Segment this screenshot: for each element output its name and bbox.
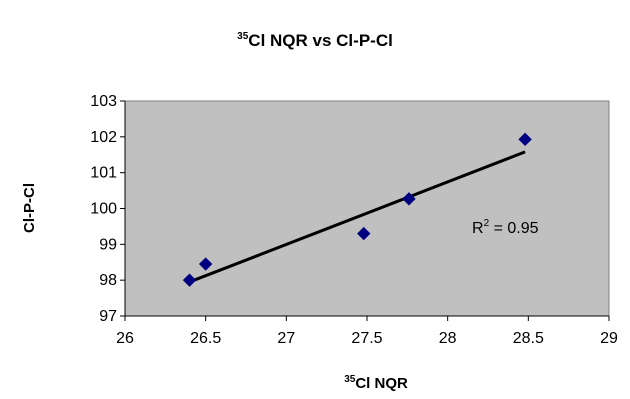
- trendline: [188, 150, 526, 284]
- data-points: [182, 132, 532, 287]
- x-axis-title-text: Cl NQR: [355, 375, 408, 392]
- y-tick-labels: 97 98 99 100 101 102 103: [90, 93, 117, 325]
- r2-annotation: R2 = 0.95: [472, 218, 539, 237]
- y-tick-label: 98: [99, 272, 117, 289]
- axes: [120, 100, 610, 321]
- y-tick-label: 101: [90, 165, 117, 182]
- x-tick-label: 26.5: [190, 330, 221, 347]
- y-tick-label: 97: [99, 308, 117, 325]
- data-point: [402, 192, 416, 206]
- x-axis-title-sup: 35: [344, 374, 356, 385]
- x-tick-label: 28.5: [513, 330, 544, 347]
- x-tick-label: 26: [116, 330, 134, 347]
- y-tick-label: 99: [99, 236, 117, 253]
- x-tick-label: 27.5: [351, 330, 382, 347]
- chart-title: 35Cl NQR vs Cl-P-Cl: [237, 31, 393, 50]
- data-point: [198, 257, 213, 271]
- y-tick-label: 100: [90, 201, 117, 218]
- data-point: [357, 226, 371, 241]
- plot-area: [124, 100, 610, 317]
- r2-sup: 2: [484, 218, 490, 229]
- y-tick-label: 103: [90, 93, 117, 110]
- y-axis-title: Cl-P-Cl: [21, 183, 38, 233]
- x-tick-label: 29: [600, 330, 618, 347]
- r2-value: = 0.95: [489, 220, 538, 237]
- chart-title-text: Cl NQR vs Cl-P-Cl: [248, 31, 393, 50]
- data-point: [518, 132, 532, 147]
- x-tick-label: 27: [277, 330, 295, 347]
- y-tick-label: 102: [90, 129, 117, 146]
- r2-label: R: [472, 220, 484, 237]
- data-point: [182, 273, 197, 287]
- x-tick-labels: 26 26.5 27 27.5 28 28.5 29: [116, 330, 618, 347]
- chart-title-sup: 35: [237, 31, 249, 42]
- x-axis-title: 35Cl NQR: [344, 374, 408, 392]
- x-tick-label: 28: [439, 330, 457, 347]
